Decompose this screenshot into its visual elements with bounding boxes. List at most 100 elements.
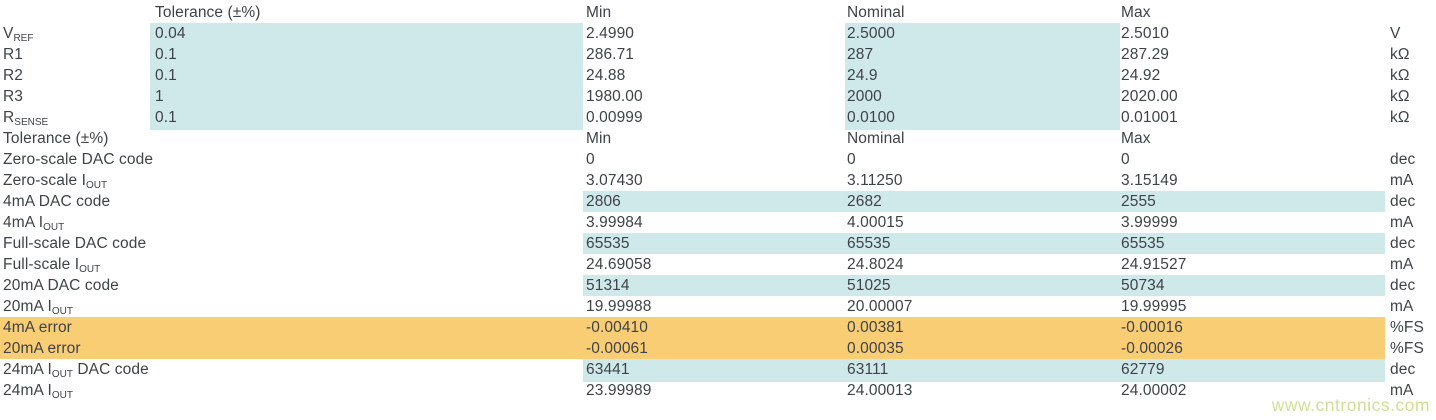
cell-unit-4ma-error: %FS — [1390, 319, 1424, 336]
table-row-4ma-iout: 4mA IOUT 3.99984 4.00015 3.99999 mA — [0, 212, 1436, 233]
cell-tol-4ma-dac-code — [150, 191, 583, 212]
cell-min-20ma-iout: 19.99988 — [586, 298, 652, 315]
cell-min-24ma-iout-dac-code: 63441 — [583, 359, 845, 382]
cell-label-header-2: Tolerance (±%) — [3, 130, 109, 147]
cell-nom-header-1: Nominal — [847, 4, 905, 21]
cell-tol-20ma-dac-code — [150, 275, 583, 296]
cell-min-header-1: Min — [586, 4, 612, 21]
cell-label-header-1 — [0, 2, 150, 23]
cell-min-r1: 286.71 — [586, 46, 635, 63]
table-row-full-scale-dac-code: Full-scale DAC code 65535 65535 65535 dec — [0, 233, 1436, 254]
cell-label-r2: R2 — [3, 67, 24, 84]
cell-nom-full-scale-dac-code: 65535 — [845, 233, 1120, 254]
cell-tol-24ma-iout — [150, 380, 583, 403]
cell-nom-20ma-error: 0.00035 — [845, 338, 1120, 359]
cell-nom-rsense: 0.0100 — [845, 107, 1120, 130]
subscript-label: OUT — [51, 390, 73, 401]
cell-max-20ma-dac-code: 50734 — [1120, 275, 1385, 296]
cell-min-zero-scale-dac-code: 0 — [586, 151, 595, 168]
cell-nom-header-2: Nominal — [847, 130, 905, 147]
spec-table: Tolerance (±%) Min Nominal Max VREF 0.04 2.499… — [0, 2, 1436, 401]
cell-unit-r2: kΩ — [1390, 67, 1410, 84]
cell-max-vref: 2.5010 — [1121, 25, 1170, 42]
cell-tol-full-scale-dac-code — [150, 233, 583, 254]
cell-nom-zero-scale-iout: 3.11250 — [847, 172, 903, 189]
table-row-20ma-iout: 20mA IOUT 19.99988 20.00007 19.99995 mA — [0, 296, 1436, 317]
cell-tol-24ma-iout-dac-code — [150, 359, 583, 382]
table-row-20ma-dac-code: 20mA DAC code 51314 51025 50734 dec — [0, 275, 1436, 296]
cell-unit-zero-scale-dac-code: dec — [1390, 151, 1416, 168]
table-row-24ma-iout-dac-code: 24mA IOUT DAC code 63441 63111 62779 dec — [0, 359, 1436, 382]
cell-unit-24ma-iout: mA — [1390, 382, 1414, 399]
cell-tol-4ma-error — [150, 317, 583, 338]
cell-min-full-scale-iout: 24.69058 — [586, 256, 652, 273]
cell-max-zero-scale-iout: 3.15149 — [1121, 172, 1178, 189]
cell-max-24ma-iout: 24.00002 — [1121, 382, 1187, 399]
cell-max-header-2: Max — [1121, 130, 1151, 147]
cell-label-vref: VREF — [3, 25, 34, 44]
subscript-label: SENSE — [14, 117, 49, 128]
cell-label-r1: R1 — [3, 46, 24, 63]
cell-tol-zero-scale-iout — [150, 170, 583, 193]
subscript-label: OUT — [51, 306, 73, 317]
cell-max-r2: 24.92 — [1121, 67, 1161, 84]
cell-min-24ma-iout: 23.99989 — [586, 382, 652, 399]
cell-unit-20ma-error: %FS — [1390, 340, 1424, 357]
cell-nom-4ma-iout: 4.00015 — [847, 214, 904, 231]
header-1: Tolerance (±%) Min Nominal Max — [0, 2, 1436, 23]
table-row-full-scale-iout: Full-scale IOUT 24.69058 24.8024 24.91527 mA — [0, 254, 1436, 275]
cell-unit-24ma-iout-dac-code: dec — [1390, 361, 1416, 378]
cell-max-20ma-iout: 19.99995 — [1121, 298, 1187, 315]
subscript-label: OUT — [86, 180, 108, 191]
table-row-zero-scale-dac-code: Zero-scale DAC code 0 0 0 dec — [0, 149, 1436, 170]
cell-tol-20ma-error — [150, 338, 583, 359]
cell-label-24ma-iout-dac-code: 24mA IOUT DAC code — [3, 361, 149, 380]
cell-unit-4ma-iout: mA — [1390, 214, 1414, 231]
cell-unit-header-2 — [1385, 128, 1436, 149]
table-row-20ma-error: 20mA error -0.00061 0.00035 -0.00026 %FS — [0, 338, 1436, 359]
cell-label-20ma-iout: 20mA IOUT — [3, 298, 73, 317]
cell-nom-24ma-iout: 24.00013 — [847, 382, 913, 399]
cell-tol-header-2 — [150, 128, 583, 149]
cell-nom-4ma-dac-code: 2682 — [845, 191, 1120, 212]
table-row-4ma-error: 4mA error -0.00410 0.00381 -0.00016 %FS — [0, 317, 1436, 338]
cell-label-rsense: RSENSE — [3, 109, 49, 128]
cell-label-zero-scale-iout: Zero-scale IOUT — [3, 172, 108, 191]
cell-label-4ma-dac-code: 4mA DAC code — [3, 193, 111, 210]
subscript-label: OUT — [43, 222, 65, 233]
cell-max-full-scale-dac-code: 65535 — [1120, 233, 1385, 254]
cell-min-4ma-dac-code: 2806 — [583, 191, 845, 212]
cell-nom-r3: 2000 — [845, 86, 1120, 107]
cell-unit-4ma-dac-code: dec — [1390, 193, 1416, 210]
cell-unit-rsense: kΩ — [1390, 109, 1410, 126]
header-2: Tolerance (±%) Min Nominal Max — [0, 128, 1436, 149]
cell-tol-rsense: 0.1 — [150, 107, 583, 130]
cell-min-full-scale-dac-code: 65535 — [583, 233, 845, 254]
table-row-4ma-dac-code: 4mA DAC code 2806 2682 2555 dec — [0, 191, 1436, 212]
cell-tol-header-1: Tolerance (±%) — [155, 4, 261, 21]
table-row-zero-scale-iout: Zero-scale IOUT 3.07430 3.11250 3.15149 mA — [0, 170, 1436, 191]
cell-tol-20ma-iout — [150, 296, 583, 319]
cell-unit-header-1 — [1385, 2, 1436, 23]
cell-nom-24ma-iout-dac-code: 63111 — [845, 359, 1120, 382]
subscript-label: OUT — [51, 369, 73, 380]
cell-min-rsense: 0.00999 — [586, 109, 643, 126]
cell-nom-vref: 2.5000 — [845, 23, 1120, 46]
cell-tol-zero-scale-dac-code — [150, 149, 583, 170]
cell-min-r2: 24.88 — [586, 67, 626, 84]
cell-tol-vref: 0.04 — [150, 23, 583, 46]
cell-label-20ma-dac-code: 20mA DAC code — [3, 277, 119, 294]
cell-unit-r3: kΩ — [1390, 88, 1410, 105]
cell-nom-zero-scale-dac-code: 0 — [847, 151, 856, 168]
table-row-24ma-iout: 24mA IOUT 23.99989 24.00013 24.00002 mA — [0, 380, 1436, 401]
cell-nom-20ma-iout: 20.00007 — [847, 298, 913, 315]
watermark-text: www.cntronics.com — [1271, 395, 1430, 415]
table-row-r1: R1 0.1 286.71 287 287.29 kΩ — [0, 44, 1436, 65]
cell-min-20ma-error: -0.00061 — [583, 338, 845, 359]
cell-tol-r3: 1 — [150, 86, 583, 107]
cell-min-4ma-iout: 3.99984 — [586, 214, 643, 231]
cell-unit-r1: kΩ — [1390, 46, 1410, 63]
cell-min-r3: 1980.00 — [586, 88, 643, 105]
cell-label-24ma-iout: 24mA IOUT — [3, 382, 73, 401]
